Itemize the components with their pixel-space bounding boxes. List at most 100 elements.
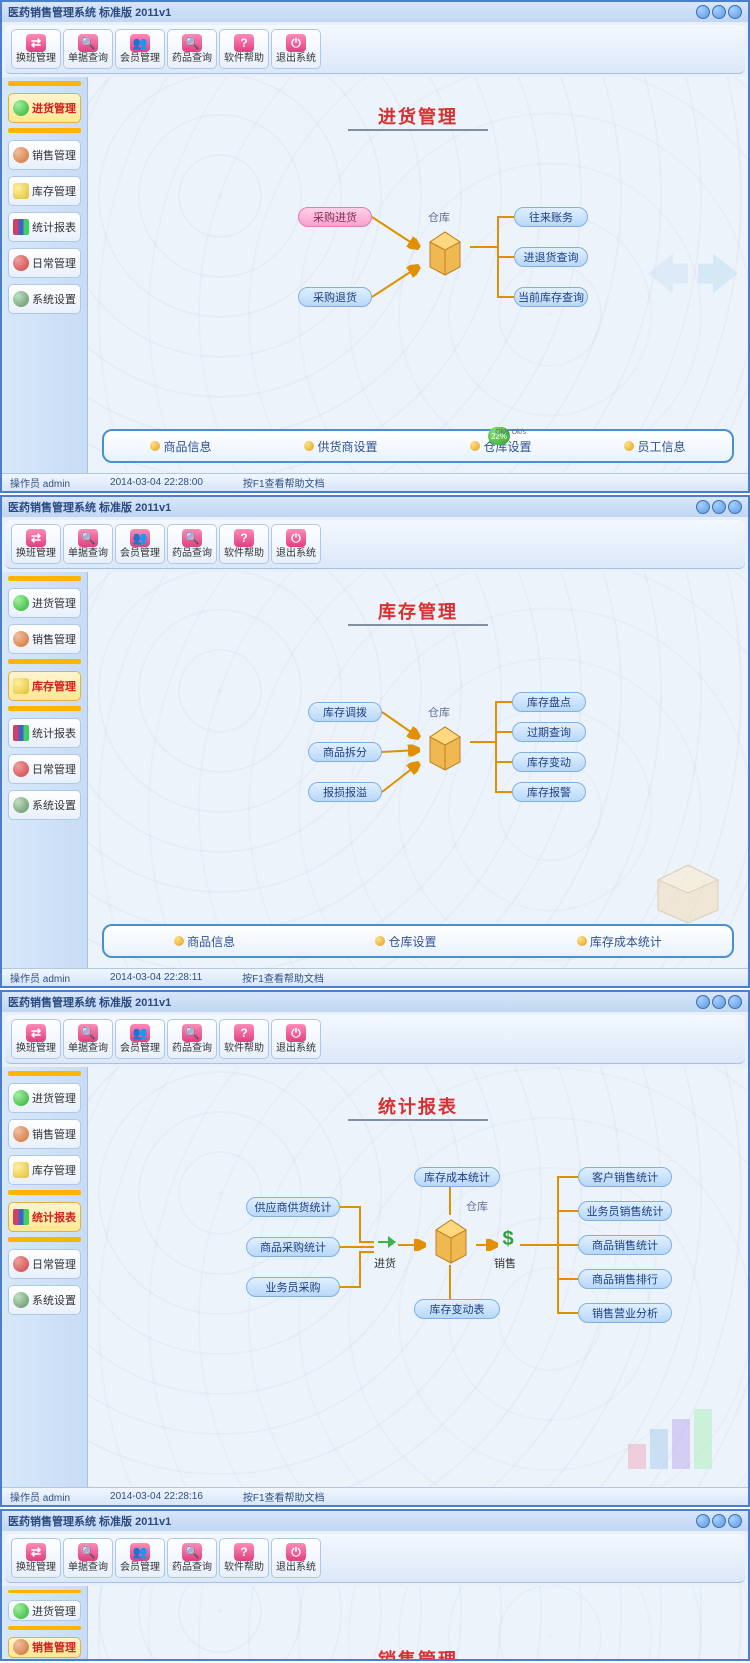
- toolbar-药品查询[interactable]: 🔍药品查询: [167, 524, 217, 564]
- title-bar[interactable]: 医药销售管理系统 标准版 2011v1: [2, 2, 748, 22]
- maximize-button[interactable]: [712, 500, 726, 514]
- node-staff-sales[interactable]: 业务员销售统计: [578, 1201, 672, 1221]
- node-business-analysis[interactable]: 销售营业分析: [578, 1303, 672, 1323]
- node-purchase-return[interactable]: 采购退货: [298, 287, 372, 307]
- title-bar[interactable]: 医药销售管理系统 标准版 2011v1: [2, 992, 748, 1012]
- toolbar-换班管理[interactable]: ⇄换班管理: [11, 1019, 61, 1059]
- node-goods-sales[interactable]: 商品销售统计: [578, 1235, 672, 1255]
- sidebar-item-进货管理[interactable]: 进货管理: [8, 93, 81, 123]
- toolbar-会员管理[interactable]: 👥会员管理: [115, 1538, 165, 1578]
- sidebar-item-系统设置[interactable]: 系统设置: [8, 284, 81, 314]
- toolbar-药品查询[interactable]: 🔍药品查询: [167, 1538, 217, 1578]
- sidebar-item-进货管理[interactable]: 进货管理: [8, 588, 81, 618]
- node-stock-check[interactable]: 库存盘点: [512, 692, 586, 712]
- close-button[interactable]: [728, 5, 742, 19]
- hub-label: 仓库: [428, 209, 450, 225]
- sidebar-item-label: 销售管理: [32, 631, 76, 647]
- sidebar-item-日常管理[interactable]: 日常管理: [8, 248, 81, 278]
- toolbar-单据查询[interactable]: 🔍单据查询: [63, 524, 113, 564]
- minimize-button[interactable]: [696, 1514, 710, 1528]
- node-goods-split[interactable]: 商品拆分: [308, 742, 382, 762]
- node-accounts[interactable]: 往来账务: [514, 207, 588, 227]
- close-button[interactable]: [728, 500, 742, 514]
- link-staff[interactable]: 员工信息: [624, 438, 685, 455]
- toolbar-药品查询[interactable]: 🔍药品查询: [167, 1019, 217, 1059]
- maximize-button[interactable]: [712, 1514, 726, 1528]
- toolbar-退出系统[interactable]: ⏻退出系统: [271, 1019, 321, 1059]
- sidebar-accent: [8, 659, 81, 664]
- link-goods-info[interactable]: 商品信息: [174, 933, 235, 950]
- sidebar-item-销售管理[interactable]: 销售管理: [8, 1637, 81, 1658]
- node-stock-query[interactable]: 当前库存查询: [514, 287, 588, 307]
- link-warehouse[interactable]: 仓库设置: [375, 933, 436, 950]
- sidebar-item-销售管理[interactable]: 销售管理: [8, 624, 81, 654]
- title-bar[interactable]: 医药销售管理系统 标准版 2011v1: [2, 497, 748, 517]
- toolbar-退出系统[interactable]: ⏻退出系统: [271, 524, 321, 564]
- toolbar-软件帮助[interactable]: ?软件帮助: [219, 1538, 269, 1578]
- toolbar-软件帮助[interactable]: ?软件帮助: [219, 29, 269, 69]
- node-purchase-in[interactable]: 采购进货: [298, 207, 372, 227]
- sidebar-item-进货管理[interactable]: 进货管理: [8, 1600, 81, 1621]
- toolbar-单据查询[interactable]: 🔍单据查询: [63, 1019, 113, 1059]
- toolbar-单据查询[interactable]: 🔍单据查询: [63, 1538, 113, 1578]
- toolbar-label: 退出系统: [276, 549, 316, 559]
- sidebar-item-库存管理[interactable]: 库存管理: [8, 671, 81, 701]
- toolbar-软件帮助[interactable]: ?软件帮助: [219, 1019, 269, 1059]
- sidebar-item-库存管理[interactable]: 库存管理: [8, 176, 81, 206]
- node-stock-change[interactable]: 库存变动: [512, 752, 586, 772]
- sidebar-item-进货管理[interactable]: 进货管理: [8, 1083, 81, 1113]
- toolbar-退出系统[interactable]: ⏻退出系统: [271, 29, 321, 69]
- minimize-button[interactable]: [696, 500, 710, 514]
- toolbar-药品查询[interactable]: 🔍药品查询: [167, 29, 217, 69]
- node-inout-query[interactable]: 进退货查询: [514, 247, 588, 267]
- toolbar-label: 单据查询: [68, 54, 108, 64]
- toolbar-软件帮助[interactable]: ?软件帮助: [219, 524, 269, 564]
- sidebar-item-系统设置[interactable]: 系统设置: [8, 790, 81, 820]
- toolbar-单据查询[interactable]: 🔍单据查询: [63, 29, 113, 69]
- node-customer-sales[interactable]: 客户销售统计: [578, 1167, 672, 1187]
- sidebar-item-库存管理[interactable]: 库存管理: [8, 1155, 81, 1185]
- toolbar-换班管理[interactable]: ⇄换班管理: [11, 29, 61, 69]
- sidebar-item-统计报表[interactable]: 统计报表: [8, 1202, 81, 1232]
- toolbar-会员管理[interactable]: 👥会员管理: [115, 524, 165, 564]
- node-purchase-stats[interactable]: 商品采购统计: [246, 1237, 340, 1257]
- title-bar[interactable]: 医药销售管理系统 标准版 2011v1: [2, 1511, 748, 1531]
- sidebar-accent: [8, 1071, 81, 1076]
- sidebar-item-日常管理[interactable]: 日常管理: [8, 754, 81, 784]
- toolbar-label: 会员管理: [120, 1044, 160, 1054]
- link-supplier[interactable]: 供货商设置: [304, 438, 377, 455]
- toolbar-会员管理[interactable]: 👥会员管理: [115, 29, 165, 69]
- close-button[interactable]: [728, 995, 742, 1009]
- sidebar-item-统计报表[interactable]: 统计报表: [8, 212, 81, 242]
- node-goods-rank[interactable]: 商品销售排行: [578, 1269, 672, 1289]
- sidebar-item-销售管理[interactable]: 销售管理: [8, 140, 81, 170]
- node-stock-transfer[interactable]: 库存调拨: [308, 702, 382, 722]
- toolbar-icon: ?: [234, 529, 254, 547]
- sidebar-item-系统设置[interactable]: 系统设置: [8, 1285, 81, 1315]
- app-title: 医药销售管理系统 标准版 2011v1: [8, 4, 171, 20]
- toolbar-换班管理[interactable]: ⇄换班管理: [11, 1538, 61, 1578]
- node-expire-query[interactable]: 过期查询: [512, 722, 586, 742]
- sidebar-item-销售管理[interactable]: 销售管理: [8, 1119, 81, 1149]
- link-goods-info[interactable]: 商品信息: [150, 438, 211, 455]
- toolbar-退出系统[interactable]: ⏻退出系统: [271, 1538, 321, 1578]
- maximize-button[interactable]: [712, 995, 726, 1009]
- sidebar-item-日常管理[interactable]: 日常管理: [8, 1249, 81, 1279]
- minimize-button[interactable]: [696, 995, 710, 1009]
- sidebar-item-统计报表[interactable]: 统计报表: [8, 718, 81, 748]
- node-stock-change-report[interactable]: 库存变动表: [414, 1299, 500, 1319]
- maximize-button[interactable]: [712, 5, 726, 19]
- sidebar-item-label: 日常管理: [32, 1256, 76, 1272]
- minimize-button[interactable]: [696, 5, 710, 19]
- node-sales-staff-purchase[interactable]: 业务员采购: [246, 1277, 340, 1297]
- node-cost-stats[interactable]: 库存成本统计: [414, 1167, 500, 1187]
- node-supplier-stats[interactable]: 供应商供货统计: [246, 1197, 340, 1217]
- out-icon: $: [496, 1227, 520, 1251]
- node-stock-alert[interactable]: 库存报警: [512, 782, 586, 802]
- close-button[interactable]: [728, 1514, 742, 1528]
- link-stock-cost[interactable]: 库存成本统计: [577, 933, 662, 950]
- toolbar-换班管理[interactable]: ⇄换班管理: [11, 524, 61, 564]
- toolbar-会员管理[interactable]: 👥会员管理: [115, 1019, 165, 1059]
- bullet-icon: [577, 936, 587, 946]
- node-loss-overflow[interactable]: 报损报溢: [308, 782, 382, 802]
